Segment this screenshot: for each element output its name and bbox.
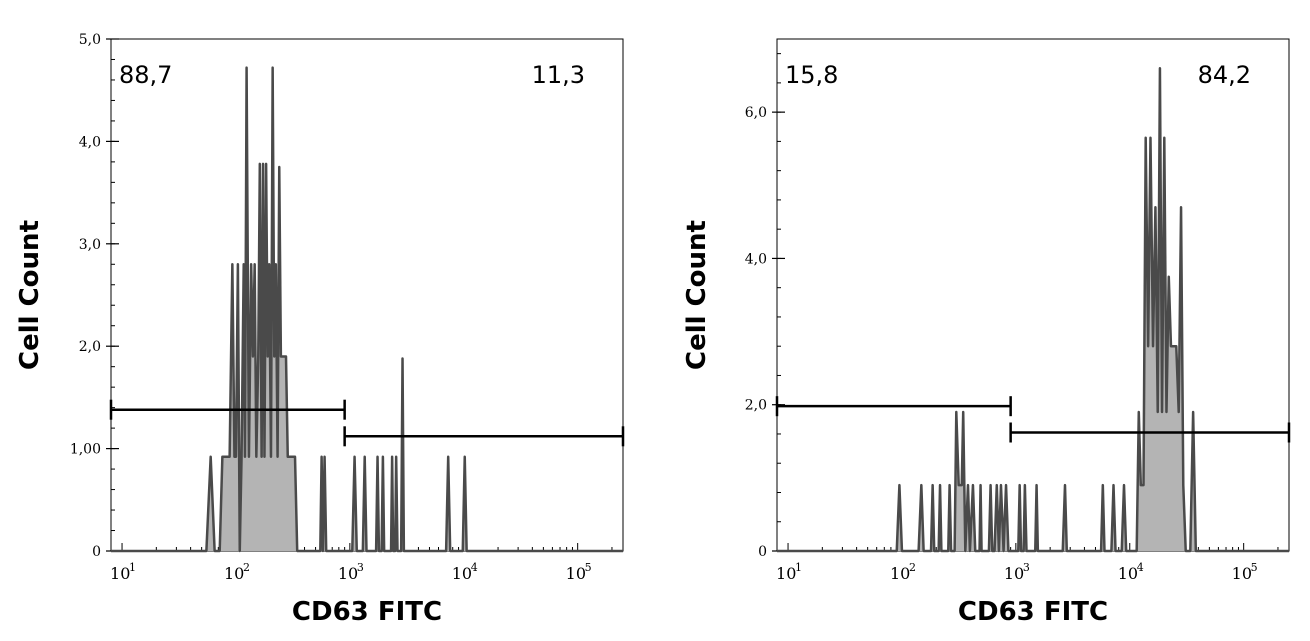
gate-negative: 88,7 [109, 61, 346, 420]
x-tick-exponent: 1 [129, 561, 136, 574]
y-tick-label: 4,0 [745, 251, 767, 267]
y-tick-label: 1,00 [70, 442, 101, 458]
x-tick-label: 102 [890, 561, 916, 583]
y-tick-label: 4,0 [79, 134, 101, 150]
x-tick-base: 10 [1004, 564, 1024, 583]
y-axis-title: Cell Count [15, 220, 45, 370]
x-tick-base: 10 [1232, 564, 1252, 583]
x-tick-base: 10 [890, 564, 910, 583]
gates: 88,7 11,3 [109, 61, 625, 447]
x-ticks: 101 102 103 104 105 [110, 543, 613, 583]
x-axis-title: CD63 FITC [292, 597, 442, 627]
x-tick-label: 105 [1232, 561, 1258, 583]
x-tick-base: 10 [110, 564, 130, 583]
x-tick-exponent: 2 [909, 561, 916, 574]
gate-negative: 15,8 [775, 61, 1012, 417]
x-tick-exponent: 1 [795, 561, 802, 574]
plot-frame [776, 38, 1290, 552]
x-tick-base: 10 [224, 564, 244, 583]
x-tick-base: 10 [566, 564, 586, 583]
histogram-fill [777, 68, 1289, 551]
x-tick-label: 102 [224, 561, 250, 583]
y-tick-label: 0 [758, 544, 767, 560]
x-tick-exponent: 5 [585, 561, 592, 574]
x-tick-base: 10 [776, 564, 796, 583]
x-tick-base: 10 [452, 564, 472, 583]
x-axis-title: CD63 FITC [958, 597, 1108, 627]
gate-percentage-label: 11,3 [532, 61, 585, 89]
y-ticks: 0 2,0 4,0 6,0 [745, 53, 785, 560]
x-tick-base: 10 [1118, 564, 1138, 583]
x-tick-label: 103 [1004, 561, 1030, 583]
histogram-panel-right: 02,04,06,0 101 102 103 104 105 15,8 84,2 CD63… [682, 38, 1291, 627]
x-tick-exponent: 4 [471, 561, 478, 574]
y-tick-label: 5,0 [79, 32, 101, 48]
y-ticks: 0 1,00 2,0 3,0 4,0 5,0 [70, 32, 119, 560]
gates: 15,8 84,2 [775, 61, 1291, 443]
y-tick-label: 2,0 [745, 398, 767, 414]
y-tick-label: 2,0 [79, 339, 101, 355]
x-tick-exponent: 4 [1137, 561, 1144, 574]
x-tick-label: 103 [338, 561, 364, 583]
y-tick-label: 6,0 [745, 105, 767, 121]
x-tick-label: 101 [776, 561, 802, 583]
y-axis-title: Cell Count [682, 220, 712, 370]
gate-percentage-label: 88,7 [119, 61, 172, 89]
gate-positive: 11,3 [343, 61, 625, 447]
x-tick-exponent: 5 [1251, 561, 1258, 574]
x-tick-exponent: 3 [1023, 561, 1030, 574]
histogram-line [777, 67, 1289, 553]
gate-percentage-label: 15,8 [785, 61, 838, 89]
x-tick-label: 104 [1118, 561, 1144, 583]
x-tick-exponent: 3 [357, 561, 364, 574]
histogram-line [111, 66, 623, 553]
x-tick-exponent: 2 [243, 561, 250, 574]
y-tick-label: 0 [92, 544, 101, 560]
gate-positive: 84,2 [1009, 61, 1291, 443]
histogram-fill [111, 67, 623, 551]
x-tick-label: 105 [566, 561, 592, 583]
plot-frame [110, 38, 624, 552]
y-tick-label: 3,0 [79, 237, 101, 253]
gate-percentage-label: 84,2 [1198, 61, 1251, 89]
x-tick-base: 10 [338, 564, 358, 583]
histogram-panel-left: 01,002,03,04,05,0 101 102 103 104 105 88,7 11… [15, 32, 625, 627]
x-tick-label: 104 [452, 561, 478, 583]
x-tick-label: 101 [110, 561, 136, 583]
